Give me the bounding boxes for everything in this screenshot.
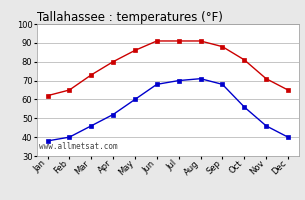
Text: Tallahassee : temperatures (°F): Tallahassee : temperatures (°F) [37, 11, 222, 24]
Text: www.allmetsat.com: www.allmetsat.com [39, 142, 118, 151]
